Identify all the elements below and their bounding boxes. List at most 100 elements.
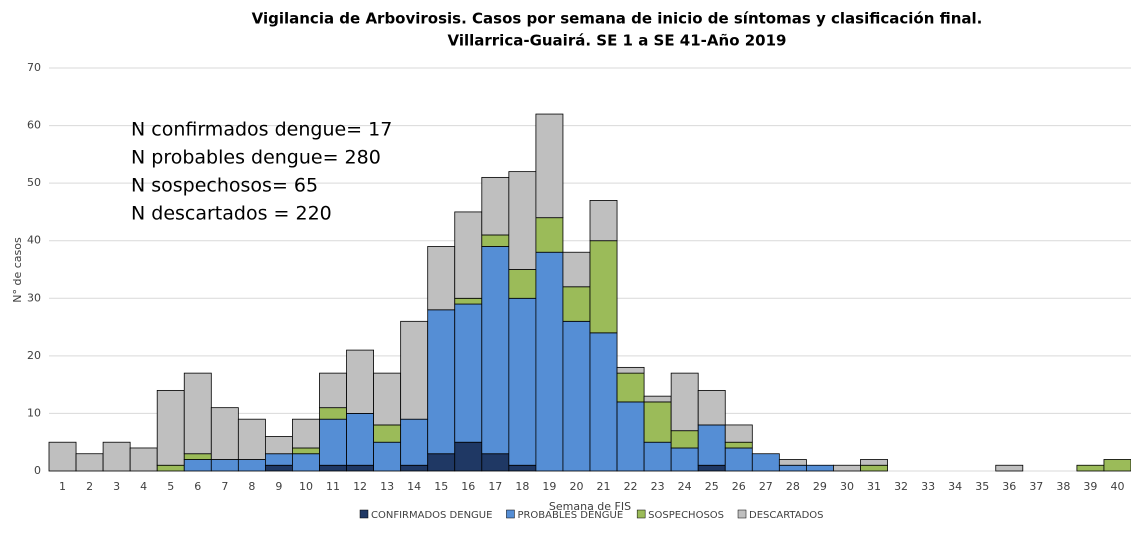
bar-segment: [508, 171, 537, 270]
bar-segment: [373, 424, 402, 443]
bar-segment: [589, 200, 618, 242]
bar-segment: [373, 441, 402, 472]
bar-segment: [643, 395, 672, 403]
bar-segment: [616, 372, 645, 403]
bar-segment: [400, 320, 429, 420]
bar-segment: [319, 407, 347, 420]
x-tick-label: 9: [275, 480, 282, 493]
bar-segment: [535, 251, 564, 472]
x-tick-label: 33: [921, 480, 935, 493]
x-tick-label: 10: [299, 480, 313, 493]
bar-segment: [400, 418, 429, 466]
x-tick-label: 26: [732, 480, 746, 493]
x-tick-label: 17: [488, 480, 502, 493]
bar-segment: [508, 269, 537, 299]
bar-segment: [616, 366, 645, 374]
bar-segment: [129, 447, 158, 472]
x-tick-label: 40: [1110, 480, 1124, 493]
bar-segment: [454, 303, 483, 443]
chart-subtitle: Villarrica-Guairá. SE 1 a SE 41-Año 2019: [448, 32, 787, 50]
bar-segment: [454, 297, 483, 305]
bar-segment: [724, 424, 753, 443]
bar-segment: [75, 453, 104, 472]
bar-segment: [1103, 459, 1131, 472]
bar-segment: [724, 441, 753, 449]
x-tick-label: 4: [140, 480, 147, 493]
bar-segment: [535, 217, 564, 253]
annotation: N confirmados dengue= 17: [131, 119, 392, 141]
bar-segment: [562, 251, 591, 288]
x-tick-label: 2: [86, 480, 93, 493]
legend-swatch: [737, 509, 747, 519]
x-tick-label: 23: [651, 480, 665, 493]
bar-segment: [400, 464, 429, 472]
x-tick-label: 13: [380, 480, 394, 493]
bar-segment: [292, 453, 320, 472]
bar-segment: [481, 246, 510, 455]
y-tick-label: 70: [27, 61, 41, 74]
legend-label: DESCARTADOS: [749, 510, 824, 521]
bar-segment: [995, 464, 1024, 472]
bar-segment: [264, 464, 293, 472]
bar-segment: [237, 418, 266, 460]
bar-segment: [833, 464, 861, 472]
bar-segment: [1076, 464, 1105, 472]
bar-segment: [183, 372, 212, 455]
legend-label: SOSPECHOSOS: [648, 510, 724, 521]
x-tick-label: 30: [840, 480, 854, 493]
x-tick-label: 22: [624, 480, 638, 493]
y-axis-label: N° de casos: [11, 237, 24, 303]
legend-label: PROBABLES DENGUE: [517, 510, 623, 521]
x-tick-label: 15: [434, 480, 448, 493]
bar-segment: [319, 372, 347, 409]
bar-segment: [670, 447, 699, 472]
legend-swatch: [359, 509, 369, 519]
x-tick-label: 1: [59, 480, 66, 493]
bar-segment: [156, 389, 185, 466]
bar-segment: [454, 211, 483, 299]
bar-segment: [751, 453, 780, 472]
x-tick-label: 20: [569, 480, 583, 493]
bar-segment: [616, 401, 645, 472]
bar-segment: [427, 309, 456, 455]
x-tick-label: 36: [1002, 480, 1016, 493]
y-tick-label: 10: [27, 406, 41, 419]
x-tick-label: 27: [759, 480, 773, 493]
x-tick-label: 8: [248, 480, 255, 493]
bar-segment: [156, 464, 185, 472]
bar-segment: [346, 464, 374, 472]
legend-swatch: [506, 509, 515, 519]
x-tick-label: 19: [542, 480, 556, 493]
x-tick-label: 25: [705, 480, 719, 493]
bar-segment: [860, 459, 888, 466]
bar-segment: [102, 441, 131, 472]
x-tick-label: 14: [407, 480, 421, 493]
bar-segment: [562, 286, 591, 322]
y-tick-label: 0: [34, 464, 41, 477]
bar-segment: [535, 113, 564, 219]
x-tick-label: 3: [113, 480, 120, 493]
x-tick-label: 37: [1029, 480, 1043, 493]
bar-segment: [643, 441, 672, 472]
bar-segment: [427, 246, 456, 311]
x-tick-label: 34: [948, 480, 962, 493]
bar-segment: [346, 413, 374, 466]
bar-segment: [481, 234, 510, 247]
bar-segment: [319, 464, 347, 472]
x-tick-label: 29: [813, 480, 827, 493]
x-tick-label: 12: [353, 480, 367, 493]
x-tick-label: 24: [678, 480, 692, 493]
bar-segment: [210, 459, 239, 472]
x-tick-label: 16: [461, 480, 475, 493]
annotation: N probables dengue= 280: [131, 147, 381, 169]
bar-segment: [697, 464, 726, 472]
bar-segment: [778, 464, 807, 472]
bar-segment: [806, 464, 834, 472]
bar-segment: [589, 240, 618, 334]
bar-segment: [183, 453, 212, 460]
annotation: N sospechosos= 65: [131, 175, 318, 197]
bar-segment: [670, 430, 699, 449]
bar-segment: [697, 389, 726, 426]
bar-segment: [508, 297, 537, 466]
